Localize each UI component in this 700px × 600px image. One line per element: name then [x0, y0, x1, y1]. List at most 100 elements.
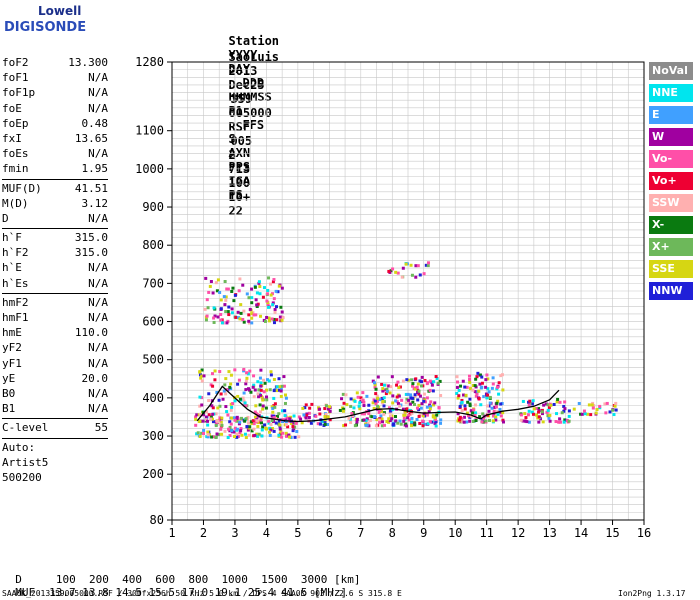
param-row: yF1 N/A [2, 356, 108, 371]
param-value: N/A [88, 101, 108, 115]
data-point [277, 433, 281, 437]
data-point [272, 396, 276, 400]
data-point [486, 393, 490, 397]
data-point [252, 395, 256, 399]
data-point [356, 395, 360, 399]
param-key: foF1p [2, 86, 36, 100]
data-point [198, 434, 202, 438]
data-point [521, 419, 525, 423]
data-point [218, 290, 222, 294]
data-point [243, 401, 247, 405]
x-tick-label: 7 [357, 526, 364, 540]
data-point [238, 420, 242, 424]
data-point [464, 393, 468, 397]
y-tick-label: 400 [142, 391, 164, 405]
data-point [418, 422, 422, 426]
data-point [240, 416, 244, 420]
data-point [273, 402, 277, 406]
legend-item-ssw: SSW [649, 194, 693, 212]
data-point [219, 318, 223, 322]
data-point [270, 405, 274, 409]
data-point [491, 419, 495, 423]
data-point [204, 318, 208, 322]
data-point [279, 394, 283, 398]
param-value: 315.0 [74, 231, 108, 245]
data-point [227, 305, 231, 309]
data-point [459, 384, 463, 388]
data-point [211, 412, 215, 416]
data-point [562, 409, 566, 413]
data-point [473, 403, 477, 407]
data-point [204, 415, 208, 419]
data-point [265, 378, 269, 382]
param-divider [2, 228, 108, 230]
data-point [486, 387, 490, 391]
data-point [211, 435, 215, 439]
data-point [238, 431, 242, 435]
data-point [328, 409, 332, 413]
data-point [282, 384, 286, 388]
data-point [259, 368, 263, 372]
data-point [273, 310, 277, 314]
data-point [367, 403, 371, 407]
y-tick-label: 1000 [135, 162, 164, 176]
data-point [479, 386, 483, 390]
data-point [540, 410, 544, 414]
data-point [200, 379, 204, 383]
data-point [228, 434, 232, 438]
data-point [415, 417, 419, 421]
data-point [272, 317, 276, 321]
data-point [233, 426, 237, 430]
data-point [265, 315, 269, 319]
data-point [430, 383, 434, 387]
data-point [598, 404, 602, 408]
data-point [225, 410, 229, 414]
data-point [493, 405, 497, 409]
data-point [360, 412, 364, 416]
data-point [279, 430, 283, 434]
data-point [274, 416, 278, 420]
data-point [410, 378, 414, 382]
data-point [485, 373, 489, 377]
data-point [259, 384, 263, 388]
data-point [272, 278, 276, 282]
data-point [590, 403, 594, 407]
data-point [495, 410, 499, 414]
data-point [410, 420, 414, 424]
data-point [462, 420, 466, 424]
data-point [238, 397, 242, 401]
data-point [229, 408, 233, 412]
data-point [275, 414, 279, 418]
data-point [423, 378, 427, 382]
data-point [222, 295, 226, 299]
data-point [256, 424, 260, 428]
data-point [563, 400, 567, 404]
data-point [537, 415, 541, 419]
data-point [250, 316, 254, 320]
data-point [273, 405, 277, 409]
data-point [268, 282, 272, 286]
data-point [219, 312, 223, 316]
data-point [530, 402, 534, 406]
data-point [485, 396, 489, 400]
data-point [198, 395, 202, 399]
data-point [416, 398, 420, 402]
data-point [254, 404, 258, 408]
data-point [475, 375, 479, 379]
data-point [256, 420, 260, 424]
x-tick-label: 12 [511, 526, 525, 540]
data-point [613, 404, 617, 408]
param-row: C-level 55 [2, 420, 108, 435]
data-point [481, 412, 485, 416]
param-value: 110.0 [74, 326, 108, 340]
data-point [242, 399, 246, 403]
data-point [275, 385, 279, 389]
data-point [247, 319, 251, 323]
param-divider [2, 418, 108, 420]
data-point [238, 277, 242, 281]
param-divider [2, 292, 108, 294]
data-point [484, 378, 488, 382]
logo-lowell-text: Lowell [38, 4, 82, 18]
data-point [527, 420, 531, 424]
y-tick-label: 800 [142, 238, 164, 252]
